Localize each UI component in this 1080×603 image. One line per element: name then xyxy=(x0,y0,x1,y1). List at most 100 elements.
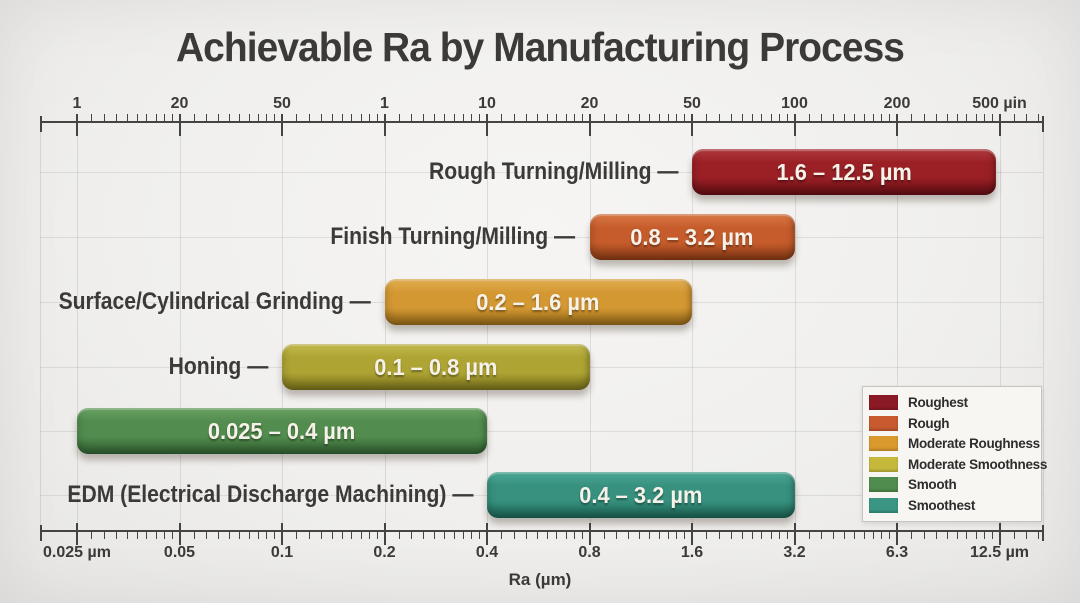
top-axis-minor-tick xyxy=(368,114,370,121)
bottom-axis-tick-label: 12.5 µm xyxy=(969,544,1030,561)
top-axis-minor-tick xyxy=(501,114,503,121)
bottom-axis-minor-tick xyxy=(658,532,660,539)
top-axis-minor-tick xyxy=(628,114,630,121)
range-bar: 0.4 – 3.2 µm xyxy=(487,472,795,518)
top-axis-tick xyxy=(793,114,796,136)
top-axis-tick-label: 200 xyxy=(883,95,911,112)
legend-swatch xyxy=(869,395,898,411)
bottom-axis-minor-tick xyxy=(126,532,128,539)
top-axis-minor-tick xyxy=(546,114,548,121)
bottom-axis-minor-tick xyxy=(479,532,481,539)
bottom-axis-minor-tick xyxy=(218,532,220,539)
top-axis-minor-tick xyxy=(786,114,788,121)
top-axis-minor-tick xyxy=(258,114,259,121)
top-axis-minor-tick xyxy=(434,114,436,121)
bottom-axis-minor-tick xyxy=(770,532,772,539)
top-axis-minor-tick xyxy=(956,114,958,121)
bottom-axis-minor-tick xyxy=(730,532,732,539)
top-axis-minor-tick xyxy=(193,114,195,121)
top-axis-minor-tick xyxy=(351,114,353,121)
bottom-axis-minor-tick xyxy=(423,532,425,539)
bottom-axis-minor-tick xyxy=(854,532,856,539)
top-axis-minor-tick xyxy=(751,114,753,121)
legend-swatch xyxy=(869,477,898,493)
bottom-axis-minor-tick xyxy=(565,532,567,539)
gridline-horizontal xyxy=(40,172,1043,173)
range-bar: 0.1 – 0.8 µm xyxy=(282,344,590,390)
top-axis-minor-tick xyxy=(649,114,651,121)
range-bar-value: 0.025 – 0.4 µm xyxy=(208,417,356,444)
bottom-axis-tick xyxy=(383,523,386,545)
bottom-axis-minor-tick xyxy=(398,532,400,539)
range-bar-value: 0.2 – 1.6 µm xyxy=(476,288,600,315)
range-bar: 1.6 – 12.5 µm xyxy=(692,149,996,195)
top-axis-minor-tick xyxy=(581,114,583,121)
bottom-axis-minor-tick xyxy=(434,532,436,539)
top-axis-minor-tick xyxy=(873,114,874,121)
range-bar-value: 0.8 – 3.2 µm xyxy=(630,223,754,250)
bottom-axis-tick-label: 0.4 xyxy=(475,544,499,561)
bottom-axis-minor-tick xyxy=(833,532,835,539)
chart-title: Achievable Ra by Manufacturing Process xyxy=(176,24,905,70)
bottom-axis-tick-label: 0.1 xyxy=(270,544,294,561)
top-axis-minor-tick xyxy=(341,114,343,121)
bottom-axis-minor-tick xyxy=(320,532,322,539)
bottom-axis-tick xyxy=(281,523,283,545)
bottom-axis-minor-tick xyxy=(471,532,473,539)
top-axis-minor-tick xyxy=(741,114,743,121)
bottom-axis-minor-tick xyxy=(266,532,268,539)
bottom-axis-tick xyxy=(486,523,488,545)
bottom-axis-minor-tick xyxy=(751,532,753,539)
bottom-axis-minor-tick xyxy=(668,532,669,539)
x-axis-label: Ra (µm) xyxy=(508,570,572,589)
bottom-axis-minor-tick xyxy=(966,532,968,539)
top-axis-minor-tick xyxy=(453,114,455,121)
bottom-axis-minor-tick xyxy=(573,532,575,539)
bottom-axis-minor-tick xyxy=(248,532,250,539)
bottom-axis-minor-tick xyxy=(296,532,298,539)
top-axis-minor-tick xyxy=(706,114,708,121)
bottom-axis-minor-tick xyxy=(983,532,985,539)
legend-entry: Moderate Smoothness xyxy=(869,455,1047,473)
legend-label: Smoothest xyxy=(908,497,976,513)
bottom-axis-minor-tick xyxy=(639,532,641,539)
gridline-vertical xyxy=(999,122,1001,531)
top-axis-end-tick xyxy=(40,116,42,132)
process-label: EDM (Electrical Discharge Machining) — xyxy=(66,481,473,508)
top-axis-tick-label: 10 xyxy=(478,95,496,112)
bottom-axis-tick-label: 0.8 xyxy=(578,544,601,561)
top-axis-minor-tick xyxy=(536,114,538,121)
gridline-vertical xyxy=(77,122,78,531)
bottom-axis-minor-tick xyxy=(206,532,208,539)
top-axis-minor-tick xyxy=(513,114,515,121)
bottom-axis-minor-tick xyxy=(786,532,788,539)
top-axis-minor-tick xyxy=(730,114,732,121)
top-axis-minor-tick xyxy=(266,114,268,121)
process-label: Surface/Cylindrical Grinding — xyxy=(58,288,371,315)
bottom-axis-minor-tick xyxy=(956,532,958,539)
range-bar-value: 0.1 – 0.8 µm xyxy=(374,353,498,380)
bottom-axis-minor-tick xyxy=(115,532,117,539)
top-axis-minor-tick xyxy=(923,114,925,121)
bottom-axis-minor-tick xyxy=(229,532,231,539)
gridline-vertical xyxy=(487,122,488,531)
bottom-axis-minor-tick xyxy=(844,532,846,539)
top-axis-minor-tick xyxy=(171,114,173,121)
bottom-axis-end-tick xyxy=(1042,525,1044,541)
top-axis-minor-tick xyxy=(398,114,400,121)
bottom-axis-minor-tick xyxy=(513,532,515,539)
top-axis-minor-tick xyxy=(296,114,298,121)
top-axis-minor-tick xyxy=(423,114,425,121)
bottom-axis-minor-tick xyxy=(923,532,925,539)
bottom-axis-minor-tick xyxy=(103,532,105,539)
bottom-axis-tick xyxy=(588,523,591,545)
top-axis-minor-tick xyxy=(935,114,937,121)
bottom-axis-tick-label: 3.2 xyxy=(783,544,806,561)
top-axis-minor-tick xyxy=(146,114,148,121)
bottom-axis-minor-tick xyxy=(193,532,195,539)
top-axis-minor-tick xyxy=(991,114,993,121)
bottom-axis-minor-tick xyxy=(821,532,823,539)
top-axis-tick xyxy=(998,114,1001,136)
top-axis-minor-tick xyxy=(946,114,948,121)
